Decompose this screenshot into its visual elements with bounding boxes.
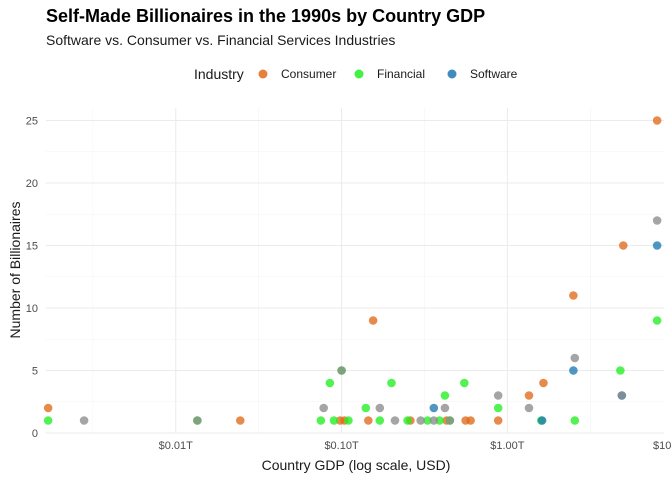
data-point-financial bbox=[460, 378, 469, 388]
data-points bbox=[43, 116, 662, 425]
legend-label-consumer: Consumer bbox=[281, 67, 336, 81]
y-tick-label: 5 bbox=[32, 366, 38, 378]
y-tick-label: 10 bbox=[26, 303, 38, 315]
data-point-financial bbox=[43, 416, 53, 425]
y-tick-label: 15 bbox=[26, 241, 38, 253]
data-point-financial bbox=[387, 378, 396, 388]
data-point-financial bbox=[570, 416, 580, 425]
data-point-unlabeled bbox=[570, 353, 580, 363]
data-point-financial bbox=[493, 403, 503, 413]
y-axis-ticks: 0 5 10 15 20 25 bbox=[26, 116, 38, 441]
data-point-financial bbox=[652, 316, 662, 325]
x-tick-label: $10.00T bbox=[653, 440, 672, 452]
data-point-consumer bbox=[368, 316, 378, 325]
legend-key-consumer bbox=[258, 69, 268, 79]
chart-title: Self-Made Billionaires in the 1990s by C… bbox=[46, 6, 486, 26]
data-point-financial bbox=[403, 416, 412, 425]
data-point-consumer bbox=[569, 291, 578, 300]
data-point-financial bbox=[361, 403, 371, 413]
legend-key-software bbox=[447, 69, 457, 79]
data-point-consumer bbox=[652, 116, 662, 125]
data-point-consumer bbox=[43, 403, 53, 413]
data-point-software bbox=[652, 241, 662, 250]
data-point-financial bbox=[616, 366, 625, 375]
data-point-unlabeled bbox=[319, 403, 328, 413]
x-axis-ticks: $0.01T $0.10T $1.00T $10.00T bbox=[159, 440, 672, 452]
data-point-consumer bbox=[493, 416, 503, 425]
data-point-financial bbox=[344, 416, 353, 425]
data-point-unlabeled bbox=[445, 416, 455, 425]
x-tick-label: $1.00T bbox=[490, 440, 525, 452]
data-point-consumer bbox=[524, 391, 534, 400]
data-point-unlabeled bbox=[390, 416, 400, 425]
data-point-consumer bbox=[364, 416, 373, 425]
data-point-financial bbox=[329, 416, 339, 425]
y-tick-label: 20 bbox=[26, 178, 38, 190]
data-point-unlabeled bbox=[652, 216, 662, 225]
data-point-unlabeled bbox=[429, 416, 439, 425]
legend-key-financial bbox=[354, 69, 364, 79]
x-tick-label: $0.01T bbox=[159, 440, 194, 452]
data-point-unlabeled bbox=[375, 403, 385, 413]
data-point-consumer bbox=[235, 416, 245, 425]
data-point-unlabeled bbox=[524, 403, 534, 413]
data-point-unlabeled bbox=[79, 416, 89, 425]
y-tick-label: 25 bbox=[26, 116, 38, 128]
chart-subtitle: Software vs. Consumer vs. Financial Serv… bbox=[46, 32, 396, 48]
legend-title: Industry bbox=[194, 66, 244, 82]
data-point-unlabeled bbox=[193, 416, 202, 425]
data-point-consumer bbox=[618, 241, 628, 250]
data-point-unlabeled bbox=[493, 391, 503, 400]
data-point-unlabeled bbox=[617, 391, 627, 400]
grid bbox=[46, 108, 664, 434]
data-point-financial bbox=[423, 416, 432, 425]
legend: Industry Consumer Financial Software bbox=[194, 66, 518, 82]
data-point-financial bbox=[440, 391, 450, 400]
data-point-consumer bbox=[539, 378, 548, 388]
legend-label-software: Software bbox=[470, 67, 518, 81]
data-point-consumer bbox=[466, 416, 475, 425]
data-point-software bbox=[569, 366, 578, 375]
x-tick-label: $0.10T bbox=[324, 440, 359, 452]
y-axis-title: Number of Billionaires bbox=[7, 202, 23, 339]
data-point-financial bbox=[375, 416, 385, 425]
data-point-unlabeled bbox=[416, 416, 425, 425]
x-axis-title: Country GDP (log scale, USD) bbox=[262, 457, 451, 473]
data-point-financial bbox=[316, 416, 326, 425]
data-point-unlabeled bbox=[440, 403, 450, 413]
data-point-software bbox=[537, 416, 547, 425]
data-point-unlabeled bbox=[337, 366, 346, 375]
data-point-financial bbox=[325, 378, 335, 388]
data-point-software bbox=[429, 403, 439, 413]
legend-label-financial: Financial bbox=[377, 67, 425, 81]
y-tick-label: 0 bbox=[32, 428, 38, 440]
